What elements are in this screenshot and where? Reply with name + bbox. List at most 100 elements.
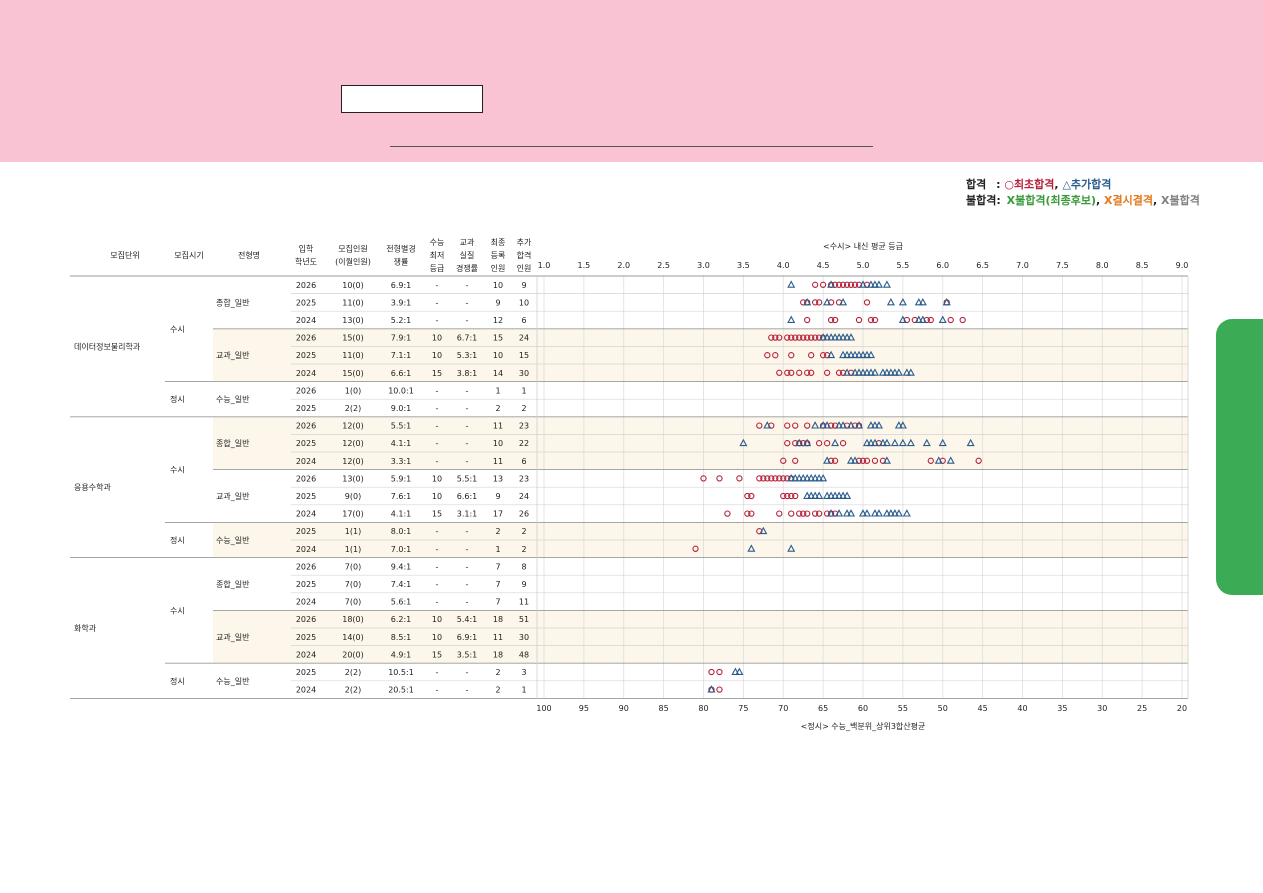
cell-real-ratio: - [466,527,469,536]
initial-pass-marker [804,334,811,341]
cell-registered: 12 [493,316,503,325]
cell-quota: 20(0) [342,650,364,659]
cell-real-ratio: - [466,562,469,571]
cell-additional: 9 [521,281,526,290]
additional-pass-marker [839,491,848,499]
cell-min-grade: 10 [432,351,442,360]
additional-pass-marker [847,509,856,517]
cell-registered: 18 [493,650,503,659]
top-axis-tick: 2.5 [657,261,670,270]
cell-min-grade: - [436,298,439,307]
initial-pass-marker [792,334,799,341]
cell-ratio: 4.1:1 [391,510,412,519]
cell-year: 2026 [296,474,316,483]
additional-pass-marker [886,297,895,306]
additional-pass-marker [707,685,716,693]
cell-additional: 2 [521,404,526,413]
legend-comma: , [1054,178,1059,191]
cell-quota: 1(1) [345,527,361,536]
initial-pass-marker [788,492,795,500]
additional-pass-marker [946,456,955,464]
initial-pass-marker [780,492,787,500]
period-name: 정시 [170,394,185,404]
legend-fail-plain: X불합격 [1161,194,1200,207]
additional-pass-marker [850,456,860,464]
initial-pass-marker [863,457,871,464]
bottom-axis-tick: 55 [898,704,908,713]
cell-real-ratio: 5.4:1 [457,615,478,624]
side-tab[interactable] [1216,319,1263,595]
initial-pass-marker [871,316,879,324]
additional-pass-marker [878,438,887,447]
banner-title-box [341,85,483,113]
cell-additional: 23 [519,474,529,483]
cell-min-grade: - [436,281,439,290]
cell-quota: 15(0) [342,369,364,378]
initial-pass-marker [784,369,791,376]
admission-type: 수능_일반 [216,677,250,686]
cell-min-grade: 10 [432,334,442,343]
cell-quota: 11(0) [342,351,364,360]
additional-pass-marker [874,509,883,517]
top-axis-tick: 3.0 [697,261,710,270]
cell-year: 2024 [296,598,316,607]
additional-pass-marker [878,368,887,376]
initial-pass-marker [776,334,783,341]
bottom-axis-tick: 70 [778,704,788,713]
cell-ratio: 8.0:1 [391,527,412,536]
initial-pass-marker [716,686,723,693]
bottom-axis-title: <정시> 수능_백분위_상위3합산평균 [801,721,926,731]
cell-registered: 7 [495,598,500,607]
cell-quota: 12(0) [342,439,364,448]
top-axis-tick: 4.0 [777,261,790,270]
cell-registered: 2 [495,686,500,695]
cell-min-grade: - [436,457,439,466]
cell-ratio: 7.9:1 [391,334,412,343]
cell-ratio: 10.5:1 [388,668,414,677]
initial-pass-marker [859,457,867,464]
header-period: 모집시기 [174,250,203,260]
header-additional: 합격 [517,250,532,260]
cell-registered: 10 [493,439,503,448]
cell-ratio: 9.4:1 [391,562,412,571]
initial-pass-marker [947,316,954,324]
additional-pass-marker [811,491,820,499]
bottom-axis-tick: 60 [858,704,868,713]
cell-min-grade: - [436,580,439,589]
header-min-grade: 등급 [430,264,445,273]
unit-name: 화학과 [74,623,97,633]
cell-real-ratio: 3.1:1 [457,510,478,519]
admission-type: 종합_일반 [216,439,250,448]
cell-real-ratio: - [466,404,469,413]
cell-year: 2026 [296,562,316,571]
additional-pass-marker [938,438,947,447]
initial-pass-marker [839,281,847,288]
initial-pass-marker [788,334,795,341]
additional-pass-marker [835,491,844,499]
cell-min-grade: 15 [432,369,442,378]
additional-pass-marker [854,421,864,429]
additional-pass-marker [843,350,852,359]
top-axis-tick: 6.5 [976,261,989,270]
additional-pass-marker [894,509,903,517]
initial-pass-marker [815,440,823,447]
cell-ratio: 9.0:1 [391,404,412,413]
header-additional: 추가 [517,238,532,247]
cell-additional: 8 [521,562,526,571]
cell-min-grade: - [436,598,439,607]
cell-quota: 2(2) [345,668,361,677]
additional-pass-marker [843,509,852,517]
additional-pass-marker [831,438,840,447]
initial-pass-marker [784,492,791,500]
initial-pass-marker [796,510,803,517]
initial-pass-marker [804,510,811,517]
header-banner [0,0,1263,162]
cell-registered: 11 [493,422,503,431]
period-name: 수시 [170,325,185,334]
top-axis-tick: 3.5 [737,261,750,270]
cell-additional: 24 [519,492,529,501]
additional-pass-marker [843,333,852,341]
cell-ratio: 3.3:1 [391,457,412,466]
initial-pass-marker [800,334,807,341]
initial-pass-marker [780,457,787,464]
